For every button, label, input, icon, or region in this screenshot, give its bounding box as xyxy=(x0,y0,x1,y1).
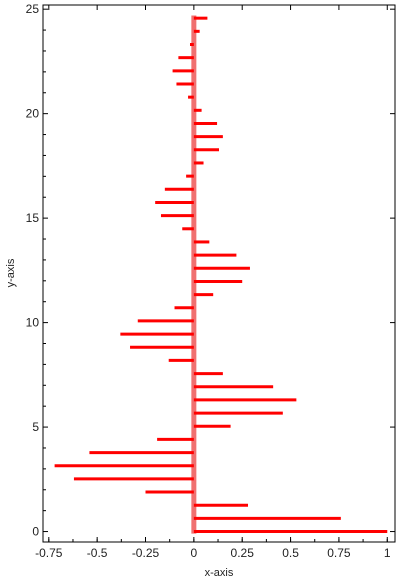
bars xyxy=(54,16,388,534)
x-tick-label: 0.5 xyxy=(282,546,299,560)
plot-frame xyxy=(42,4,396,543)
x-tick-label: 1 xyxy=(384,546,391,560)
y-tick-label: 20 xyxy=(26,107,40,121)
x-tick-label: 0.75 xyxy=(327,546,351,560)
x-tick-label: 0 xyxy=(191,546,198,560)
x-tick-label: -0.25 xyxy=(132,546,160,560)
x-tick-label: 0.25 xyxy=(231,546,255,560)
y-tick-label: 15 xyxy=(26,211,40,225)
y-tick-label: 10 xyxy=(26,316,40,330)
y-tick-label: 5 xyxy=(32,420,39,434)
y-axis-title: y-axis xyxy=(5,258,17,287)
x-tick-label: -0.75 xyxy=(35,546,63,560)
y-axis-ticks: 0 5 10 15 20 25 xyxy=(26,2,395,539)
y-tick-label: 0 xyxy=(32,525,39,539)
x-axis-ticks: -0.75 -0.5 -0.25 0 0.25 0.5 0.75 1 xyxy=(35,5,391,560)
y-tick-label: 25 xyxy=(26,2,40,16)
x-tick-label: -0.5 xyxy=(87,546,108,560)
x-axis-title: x-axis xyxy=(205,567,234,579)
